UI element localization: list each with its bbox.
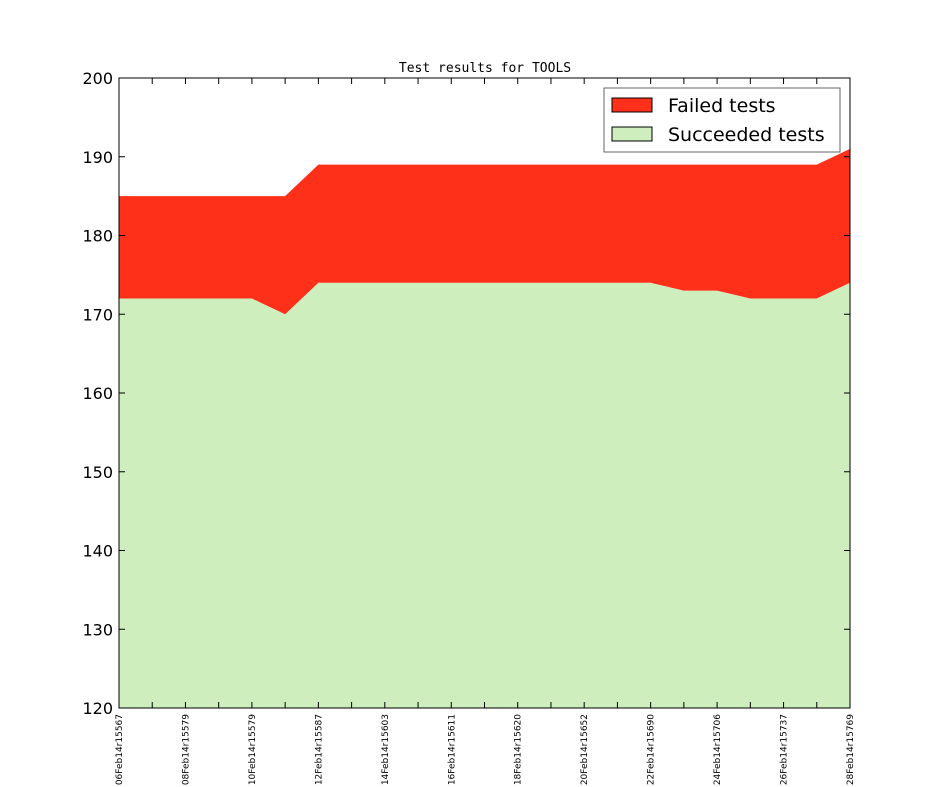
y-tick-label: 200 bbox=[82, 69, 113, 88]
failed-tests-legend-label: Failed tests bbox=[668, 95, 776, 117]
y-tick-label: 160 bbox=[82, 384, 113, 403]
x-tick-label: 08Feb14r15579 bbox=[181, 714, 191, 785]
y-tick-label: 150 bbox=[82, 463, 113, 482]
x-tick-label: 28Feb14r15769 bbox=[846, 714, 856, 785]
x-tick-label: 26Feb14r15737 bbox=[780, 714, 790, 785]
x-tick-label: 24Feb14r15706 bbox=[713, 714, 723, 785]
x-tick-label: 20Feb14r15652 bbox=[580, 714, 590, 785]
failed-tests-legend-swatch bbox=[611, 97, 653, 113]
y-tick-label: 130 bbox=[82, 620, 113, 639]
x-tick-label: 14Feb14r15603 bbox=[381, 714, 391, 785]
x-tick-label: 22Feb14r15690 bbox=[647, 714, 657, 785]
failed-tests-area bbox=[119, 148, 850, 315]
succeeded-tests-area bbox=[119, 282, 850, 708]
y-tick-label: 170 bbox=[82, 305, 113, 324]
plot-areas bbox=[119, 148, 850, 708]
y-tick-label: 140 bbox=[82, 542, 113, 561]
chart-title: Test results for TOOLS bbox=[399, 61, 571, 76]
y-tick-label: 120 bbox=[82, 699, 113, 718]
y-tick-label: 180 bbox=[82, 227, 113, 246]
x-tick-label: 18Feb14r15620 bbox=[514, 714, 524, 785]
x-tick-label: 06Feb14r15567 bbox=[115, 714, 125, 785]
legend: Failed tests Succeeded tests bbox=[603, 87, 841, 153]
x-tick-label: 16Feb14r15611 bbox=[447, 714, 457, 785]
succeeded-tests-legend-swatch bbox=[611, 126, 653, 142]
x-tick-label: 12Feb14r15587 bbox=[314, 714, 324, 785]
y-tick-label: 190 bbox=[82, 148, 113, 167]
axes: 120 130 140 150 160 170 180 190 200 06Feb14r15567… bbox=[82, 69, 856, 785]
x-tick-label: 10Feb14r15579 bbox=[248, 714, 258, 785]
succeeded-tests-legend-label: Succeeded tests bbox=[668, 124, 825, 146]
